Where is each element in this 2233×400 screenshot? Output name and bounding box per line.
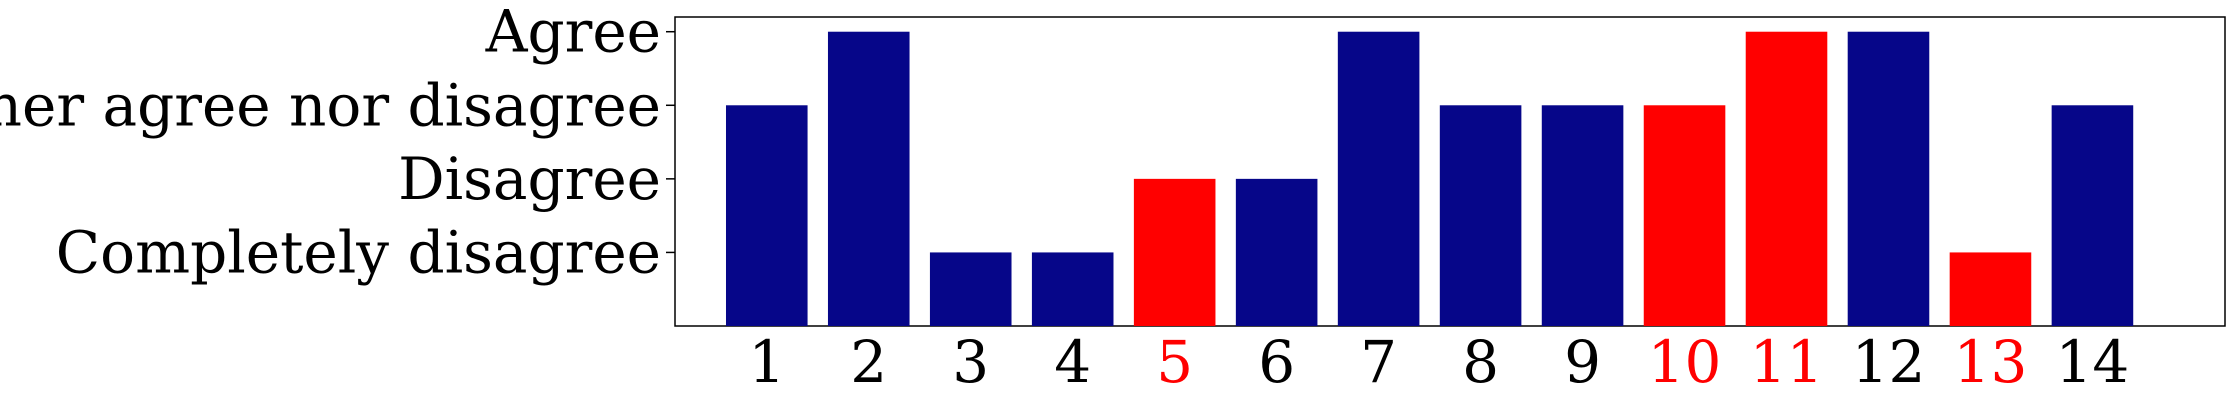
bar-7 <box>1337 31 1420 326</box>
x-tick-label-13: 13 <box>1954 328 2028 396</box>
y-tick-label: Disagree <box>398 145 661 213</box>
x-axis: 1 2 3 4 5 6 7 8 9 10 11 12 13 14 <box>748 328 2129 396</box>
bar-2 <box>827 31 910 326</box>
x-tick-label-11: 11 <box>1750 328 1824 396</box>
x-tick-label-6: 6 <box>1258 328 1295 396</box>
x-tick-label-3: 3 <box>952 328 989 396</box>
bar-14 <box>2051 105 2134 327</box>
bar-12 <box>1847 31 1930 326</box>
bar-13 <box>1949 252 2032 326</box>
x-tick-label-10: 10 <box>1648 328 1722 396</box>
y-tick-label: Completely disagree <box>56 218 661 286</box>
bar-9 <box>1541 105 1624 327</box>
x-tick-label-12: 12 <box>1852 328 1926 396</box>
x-tick-label-1: 1 <box>748 328 785 396</box>
y-axis: Completely disagreeDisagreeNeither agree… <box>0 0 675 286</box>
y-tick-label: Agree <box>485 0 661 66</box>
x-tick-label-9: 9 <box>1564 328 1601 396</box>
bar-5 <box>1133 178 1216 326</box>
x-tick-label-4: 4 <box>1054 328 1091 396</box>
y-tick-label: Neither agree nor disagree <box>0 71 661 139</box>
x-tick-label-5: 5 <box>1156 328 1193 396</box>
bar-3 <box>929 252 1012 326</box>
bars-group <box>725 31 2134 327</box>
x-tick-label-7: 7 <box>1360 328 1397 396</box>
bar-11 <box>1745 31 1828 326</box>
bar-8 <box>1439 105 1522 327</box>
bar-4 <box>1031 252 1114 326</box>
bar-1 <box>725 105 808 327</box>
bar-10 <box>1643 105 1726 327</box>
x-tick-label-8: 8 <box>1462 328 1499 396</box>
x-tick-label-2: 2 <box>850 328 887 396</box>
bar-6 <box>1235 178 1318 326</box>
x-tick-label-14: 14 <box>2056 328 2130 396</box>
